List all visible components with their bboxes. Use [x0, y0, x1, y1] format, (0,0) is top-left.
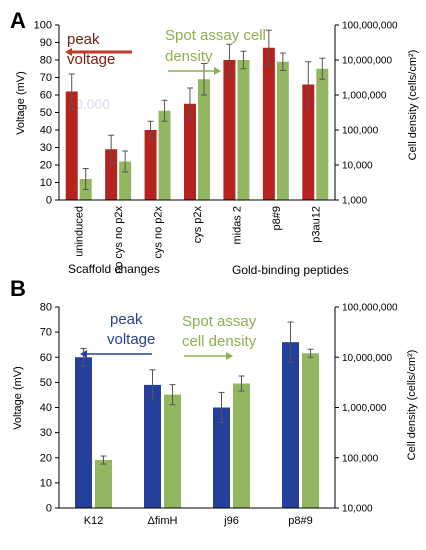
- chart-a-voltage-arrowhead: [65, 48, 72, 56]
- chart-a-ytick-label: 70: [40, 72, 52, 84]
- chart-a-bar: [105, 149, 118, 200]
- chart-a-bar: [276, 61, 289, 200]
- chart-b-ytick-label: 20: [40, 452, 52, 464]
- chart-a-category-label: p3au12: [310, 206, 322, 243]
- chart-a-bar: [158, 110, 171, 200]
- chart-b-density-arrowhead: [226, 352, 233, 360]
- chart-a-bar: [119, 161, 132, 200]
- chart-a-bar: [144, 130, 157, 200]
- chart-b-category-label: j96: [223, 515, 239, 527]
- chart-a-category-label: cys no p2x: [153, 206, 165, 259]
- chart-b-ytick-label: 50: [40, 377, 52, 389]
- chart-a-category-label: midas 2: [231, 206, 243, 245]
- panel-a-annotation-density-2: density: [165, 48, 213, 65]
- chart-a-bar: [316, 68, 329, 200]
- panel-b-y2label: Cell density (cells/cm²): [406, 350, 418, 461]
- panel-b-annotation-density-1: Spot assay: [182, 313, 257, 330]
- chart-a-y2tick-label: 10,000,000: [342, 56, 392, 67]
- panel-a-group-label-2: Gold-binding peptides: [232, 263, 349, 277]
- chart-a-y2tick-label: 100,000: [342, 126, 379, 137]
- chart-b-ytick-label: 70: [40, 327, 52, 339]
- panel-a-hidden-text: 0.000: [75, 96, 110, 112]
- chart-a-y2tick-label: 1,000,000: [342, 91, 387, 102]
- chart-a-bar: [223, 60, 236, 200]
- chart-a-bar: [184, 103, 196, 200]
- panel-a-ylabel: Voltage (mV): [15, 71, 27, 135]
- chart-b-bar: [75, 357, 92, 508]
- chart-a-category-label: no cys no p2x: [113, 206, 125, 274]
- chart-a-category-label: p8#9: [271, 206, 283, 230]
- panel-b-annotation-density-2: cell density: [182, 333, 257, 350]
- chart-a-plot: 0 10 20 30 40 50 60 70 80 90 100 1,000 10,000 100,000…: [34, 20, 398, 274]
- chart-a-ytick-label: 0: [46, 195, 52, 207]
- panel-a-annotation-density-1: Spot assay cell: [165, 27, 266, 44]
- chart-a-ytick-label: 60: [40, 90, 52, 102]
- chart-b-bar: [164, 394, 181, 508]
- chart-a-y2tick-label: 10,000: [342, 161, 373, 172]
- chart-b-ytick-label: 0: [46, 503, 52, 515]
- chart-a-y2tick-label: 100,000,000: [342, 21, 398, 32]
- chart-a-y2tick-label: 1,000: [342, 196, 367, 207]
- chart-a-bar: [262, 47, 275, 200]
- chart-a-ytick-label: 90: [40, 37, 52, 49]
- chart-a-ytick-label: 30: [40, 142, 52, 154]
- chart-b-y2tick-label: 100,000,000: [342, 303, 398, 314]
- panel-a-group-label-1: Scaffold changes: [68, 262, 160, 276]
- chart-b-category-label: K12: [84, 515, 104, 527]
- chart-a-bar: [198, 79, 210, 200]
- chart-b-ytick-label: 60: [40, 352, 52, 364]
- panel-b-label: B: [10, 276, 26, 301]
- chart-a-bar: [302, 84, 315, 200]
- chart-a-bar: [237, 60, 250, 200]
- chart-b-y2tick-label: 1,000,000: [342, 403, 387, 414]
- chart-a-ytick-label: 20: [40, 160, 52, 172]
- chart-a-ytick-label: 100: [34, 20, 52, 32]
- chart-b-bar: [302, 353, 319, 508]
- chart-b-ytick-label: 10: [40, 477, 52, 489]
- chart-b-ytick-label: 30: [40, 427, 52, 439]
- chart-a-category-label: cys p2x: [192, 206, 204, 244]
- chart-b-ytick-label: 80: [40, 302, 52, 314]
- chart-a-ytick-label: 40: [40, 125, 52, 137]
- panel-a-y2label: Cell density (cells/cm²): [407, 50, 419, 161]
- chart-a-bar: [65, 91, 78, 200]
- chart-a-ytick-label: 80: [40, 55, 52, 67]
- panel-b-annotation-voltage-1: peak: [110, 311, 143, 328]
- chart-a-ytick-label: 10: [40, 177, 52, 189]
- panel-a-annotation-voltage-1: peak: [67, 31, 100, 48]
- chart-b-voltage-arrowhead: [80, 350, 87, 358]
- chart-b-bar: [233, 383, 250, 508]
- chart-b-plot: 0 10 20 30 40 50 60 70 80 10,000 100,000 1,000,000 1…: [40, 302, 398, 528]
- chart-a-category-label: uninduced: [74, 206, 86, 257]
- panel-a-label: A: [10, 8, 26, 33]
- chart-b-bar: [144, 384, 161, 508]
- chart-b-ytick-label: 40: [40, 402, 52, 414]
- panel-a-annotation-voltage-2: voltage: [67, 51, 115, 68]
- chart-b-y2tick-label: 10,000,000: [342, 353, 392, 364]
- chart-b-bar: [95, 460, 112, 508]
- chart-b-y2tick-label: 10,000: [342, 504, 373, 515]
- chart-b-category-label: p8#9: [288, 515, 312, 527]
- chart-b-y2tick-label: 100,000: [342, 453, 379, 464]
- chart-b-bar: [213, 407, 230, 508]
- panel-b-annotation-voltage-2: voltage: [107, 331, 155, 348]
- chart-a-density-arrowhead: [214, 67, 221, 75]
- panel-b-ylabel: Voltage (mV): [12, 366, 24, 430]
- chart-a-ytick-label: 50: [40, 107, 52, 119]
- chart-b-category-label: ΔfimH: [148, 515, 178, 527]
- chart-b-bar: [282, 342, 299, 508]
